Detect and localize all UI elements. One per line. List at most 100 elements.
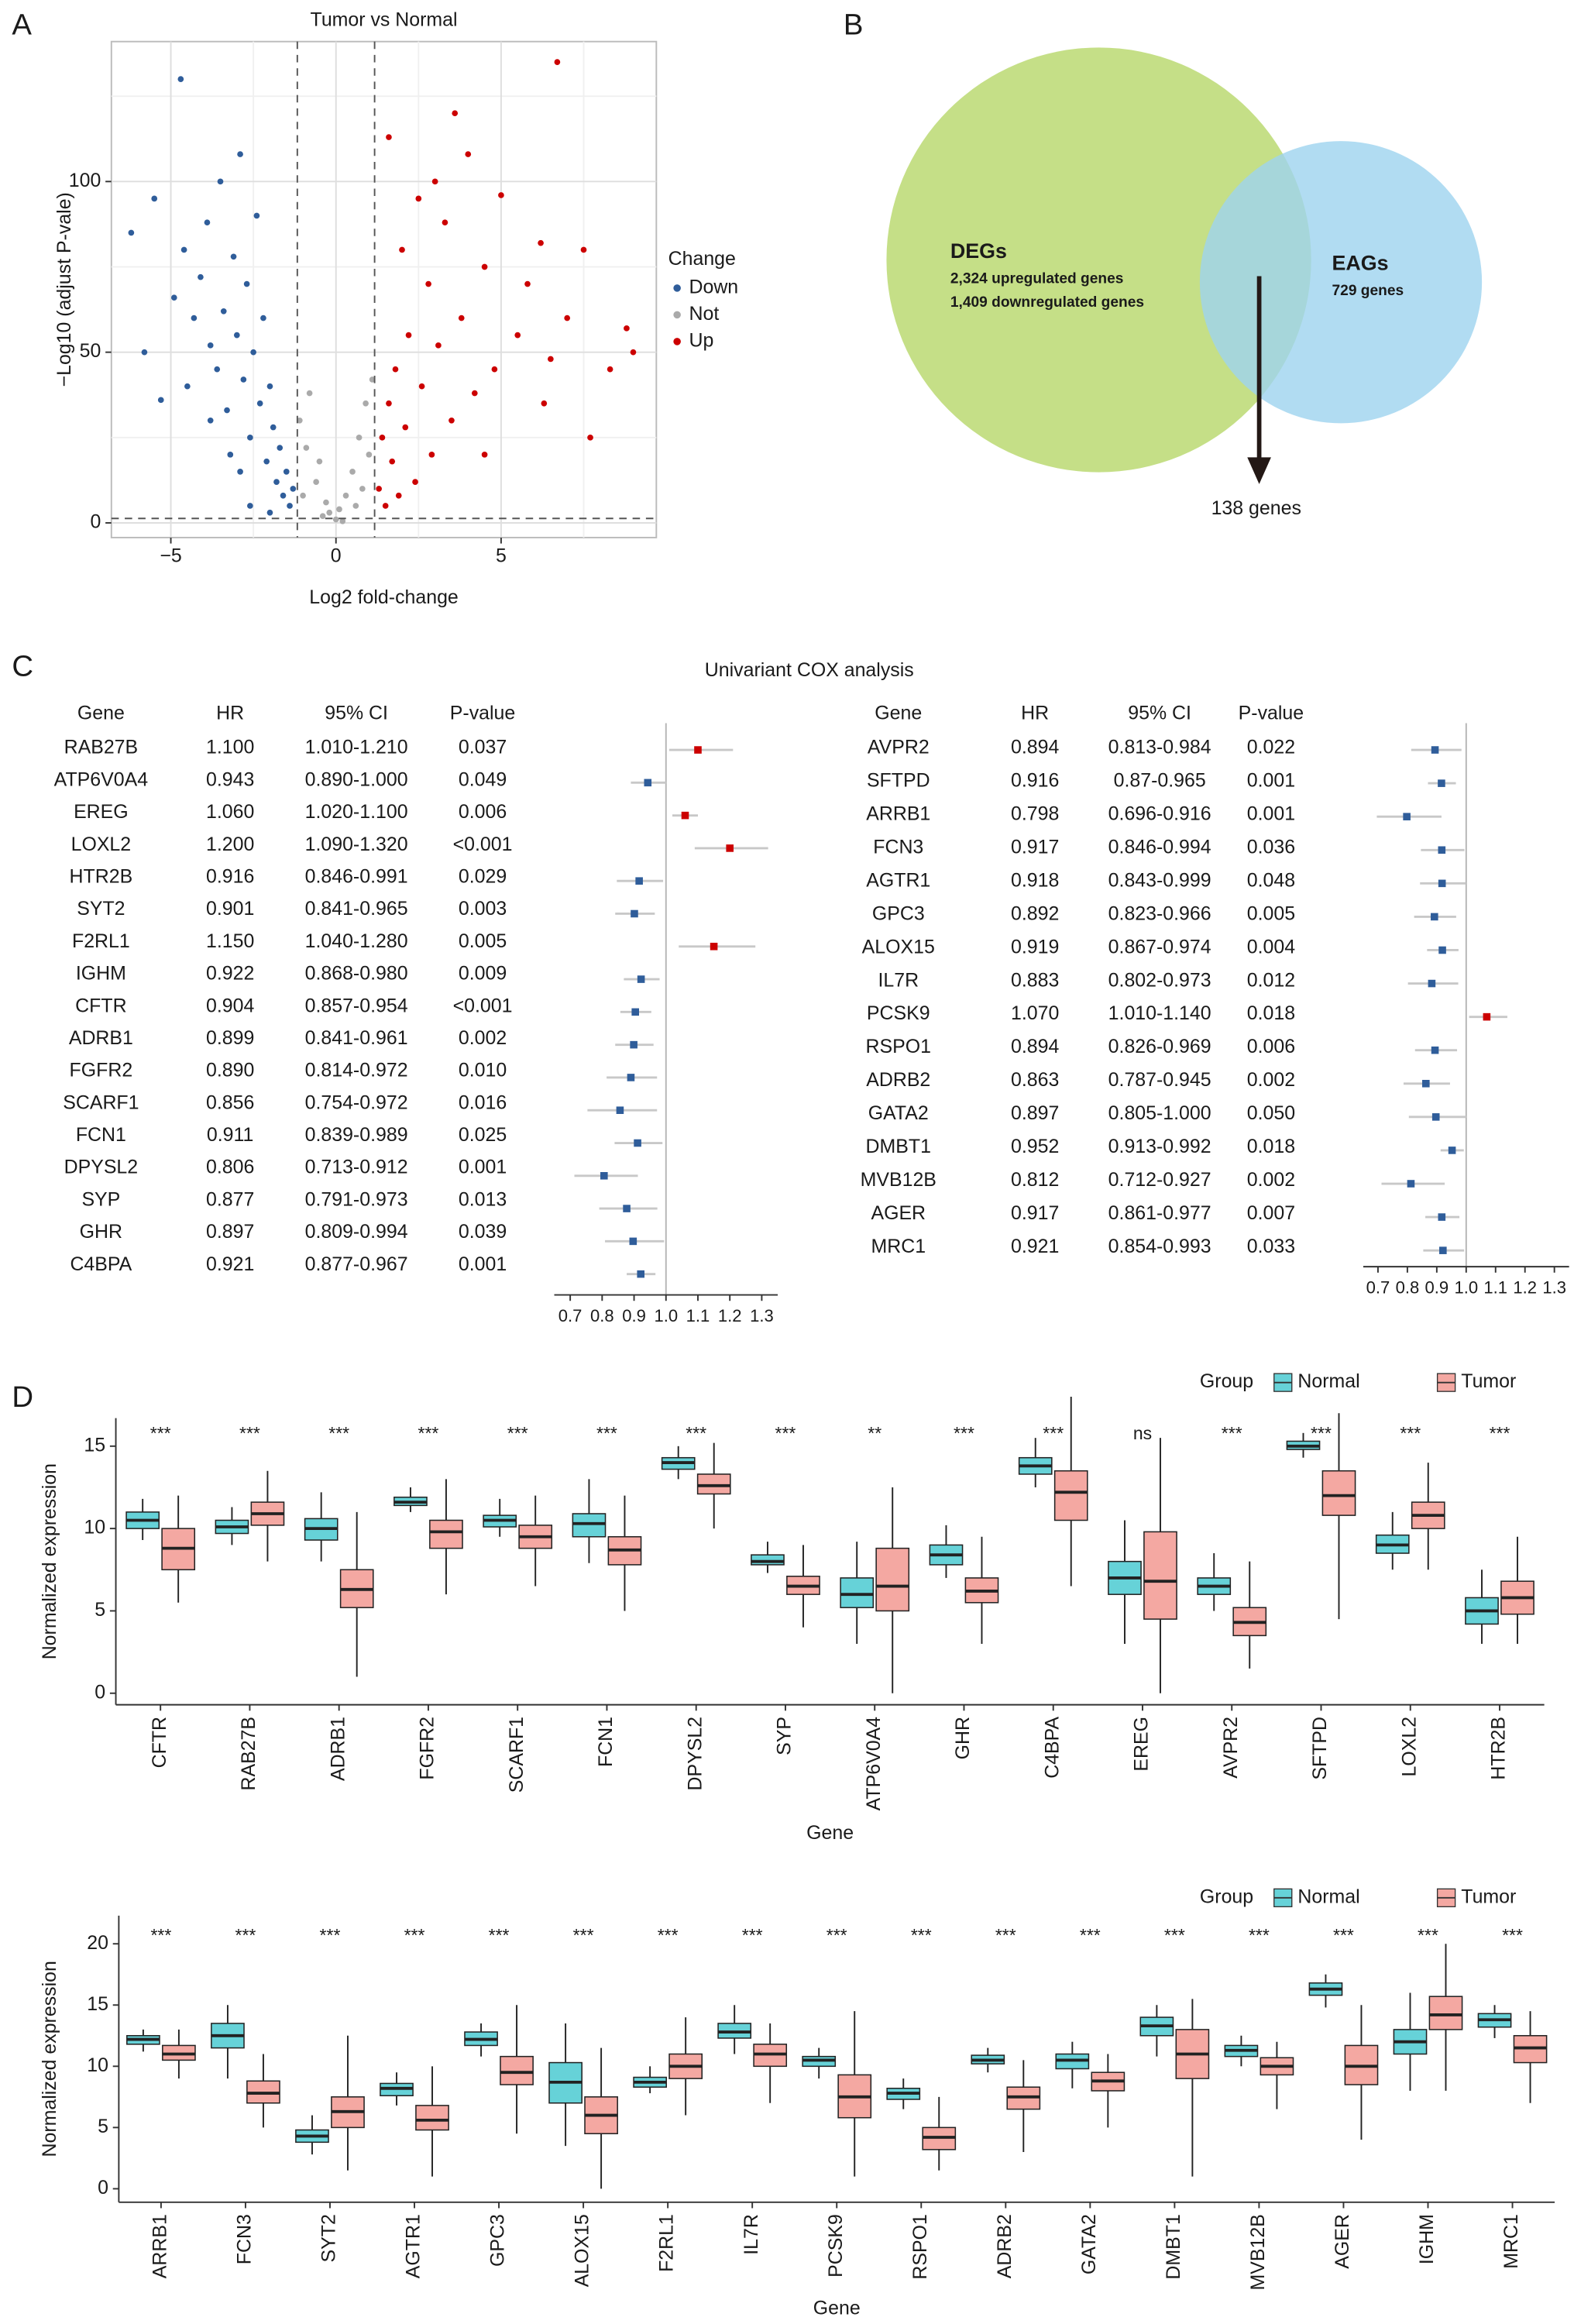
- hr-point: [627, 1074, 635, 1081]
- box: [572, 1513, 607, 1538]
- box: [500, 2055, 534, 2085]
- table-cell: ATP6V0A4: [54, 768, 149, 790]
- point: [431, 178, 438, 185]
- point: [233, 332, 240, 339]
- table-cell: 1.010-1.210: [305, 737, 408, 758]
- table-cell: DMBT1: [866, 1136, 931, 1157]
- table-cell: 0.001: [1247, 770, 1295, 792]
- significance-label: ***: [1502, 1925, 1523, 1945]
- point: [184, 383, 191, 390]
- table-cell: RAB27B: [64, 737, 139, 758]
- table-cell: IGHM: [76, 963, 126, 985]
- x-tick-label: FGFR2: [417, 1717, 438, 1780]
- hr-point: [637, 975, 645, 983]
- point: [151, 195, 158, 202]
- point: [607, 366, 613, 373]
- point: [366, 452, 373, 458]
- table-cell: AGTR1: [866, 869, 930, 891]
- x-tick-label: EREG: [1131, 1717, 1153, 1772]
- table-cell: 0.890: [206, 1060, 254, 1081]
- table-cell: 0.857-0.954: [305, 995, 408, 1016]
- point: [217, 178, 224, 185]
- point: [230, 253, 237, 260]
- hr-point: [1431, 1113, 1440, 1121]
- table-cell: 0.033: [1247, 1236, 1295, 1257]
- significance-label: ***: [995, 1925, 1016, 1945]
- table-cell: 0.016: [459, 1092, 507, 1113]
- x-tick-label: HTR2B: [1488, 1717, 1510, 1780]
- legend-swatch: [673, 311, 681, 319]
- point: [280, 492, 287, 499]
- x-tick-label: GHR: [952, 1717, 974, 1759]
- point: [491, 366, 498, 373]
- point: [220, 308, 227, 315]
- legend-swatch: [673, 338, 681, 346]
- table-cell: 0.901: [206, 898, 254, 920]
- point: [471, 390, 478, 397]
- point: [177, 76, 184, 82]
- hr-point: [694, 746, 702, 754]
- x-tick-label: SYT2: [318, 2214, 340, 2262]
- point: [180, 246, 187, 253]
- point: [481, 263, 488, 270]
- y-tick-label: 20: [87, 1932, 108, 1954]
- table-cell: FGFR2: [70, 1060, 133, 1081]
- box: [751, 1554, 785, 1566]
- point: [342, 492, 349, 499]
- significance-label: ***: [658, 1925, 679, 1945]
- set-name: EAGs: [1332, 251, 1389, 274]
- x-tick-label: 1.1: [686, 1306, 710, 1325]
- table-cell: FCN3: [873, 837, 923, 858]
- point: [170, 294, 177, 301]
- point: [624, 325, 630, 332]
- hr-point: [1438, 879, 1446, 888]
- hr-point: [637, 1270, 645, 1278]
- point: [415, 195, 422, 202]
- arrow-head: [1247, 457, 1271, 484]
- table-cell: 0.806: [206, 1157, 254, 1178]
- x-tick-label: ADRB2: [994, 2214, 1016, 2278]
- table-cell: 0.802-0.973: [1108, 969, 1211, 991]
- table-cell: FCN1: [76, 1124, 126, 1146]
- significance-label: ***: [686, 1423, 706, 1443]
- table-cell: SCARF1: [63, 1092, 139, 1113]
- x-axis-title: Gene: [806, 1822, 854, 1844]
- x-tick-label: 0.7: [558, 1306, 583, 1325]
- point: [240, 376, 247, 383]
- x-tick-label: −5: [160, 545, 181, 566]
- hr-point: [710, 942, 718, 951]
- point: [452, 110, 459, 117]
- point: [260, 315, 266, 321]
- hr-point: [1431, 746, 1439, 754]
- table-cell: 0.892: [1011, 902, 1059, 924]
- x-axis-title: Gene: [813, 2297, 861, 2319]
- x-tick-label: 1.1: [1483, 1278, 1507, 1298]
- point: [554, 59, 561, 65]
- point: [412, 479, 418, 485]
- point: [303, 445, 310, 451]
- point: [128, 229, 135, 236]
- point: [359, 486, 366, 492]
- x-tick-label: F2RL1: [656, 2214, 678, 2272]
- table-cell: 0.913-0.992: [1108, 1136, 1211, 1157]
- significance-label: ***: [507, 1423, 528, 1443]
- x-tick-label: MVB12B: [1247, 2214, 1269, 2290]
- point: [214, 366, 221, 373]
- point: [352, 503, 359, 509]
- panel-label: A: [12, 9, 32, 42]
- point: [564, 315, 571, 321]
- table-cell: 0.854-0.993: [1108, 1236, 1211, 1257]
- table-cell: 0.861-0.977: [1108, 1202, 1211, 1224]
- point: [323, 499, 329, 506]
- x-tick-label: SCARF1: [506, 1717, 528, 1793]
- table-cell: 1.040-1.280: [305, 930, 408, 952]
- table-cell: AVPR2: [868, 737, 930, 758]
- table-cell: 0.813-0.984: [1108, 737, 1211, 758]
- plot-area: [110, 40, 658, 538]
- table-cell: CFTR: [75, 995, 126, 1016]
- table-cell: 0.037: [459, 737, 507, 758]
- x-tick-label: C4BPA: [1041, 1717, 1063, 1779]
- x-tick-label: 0.8: [590, 1306, 614, 1325]
- hr-point: [1448, 1147, 1456, 1154]
- table-cell: 0.87-0.965: [1114, 770, 1206, 792]
